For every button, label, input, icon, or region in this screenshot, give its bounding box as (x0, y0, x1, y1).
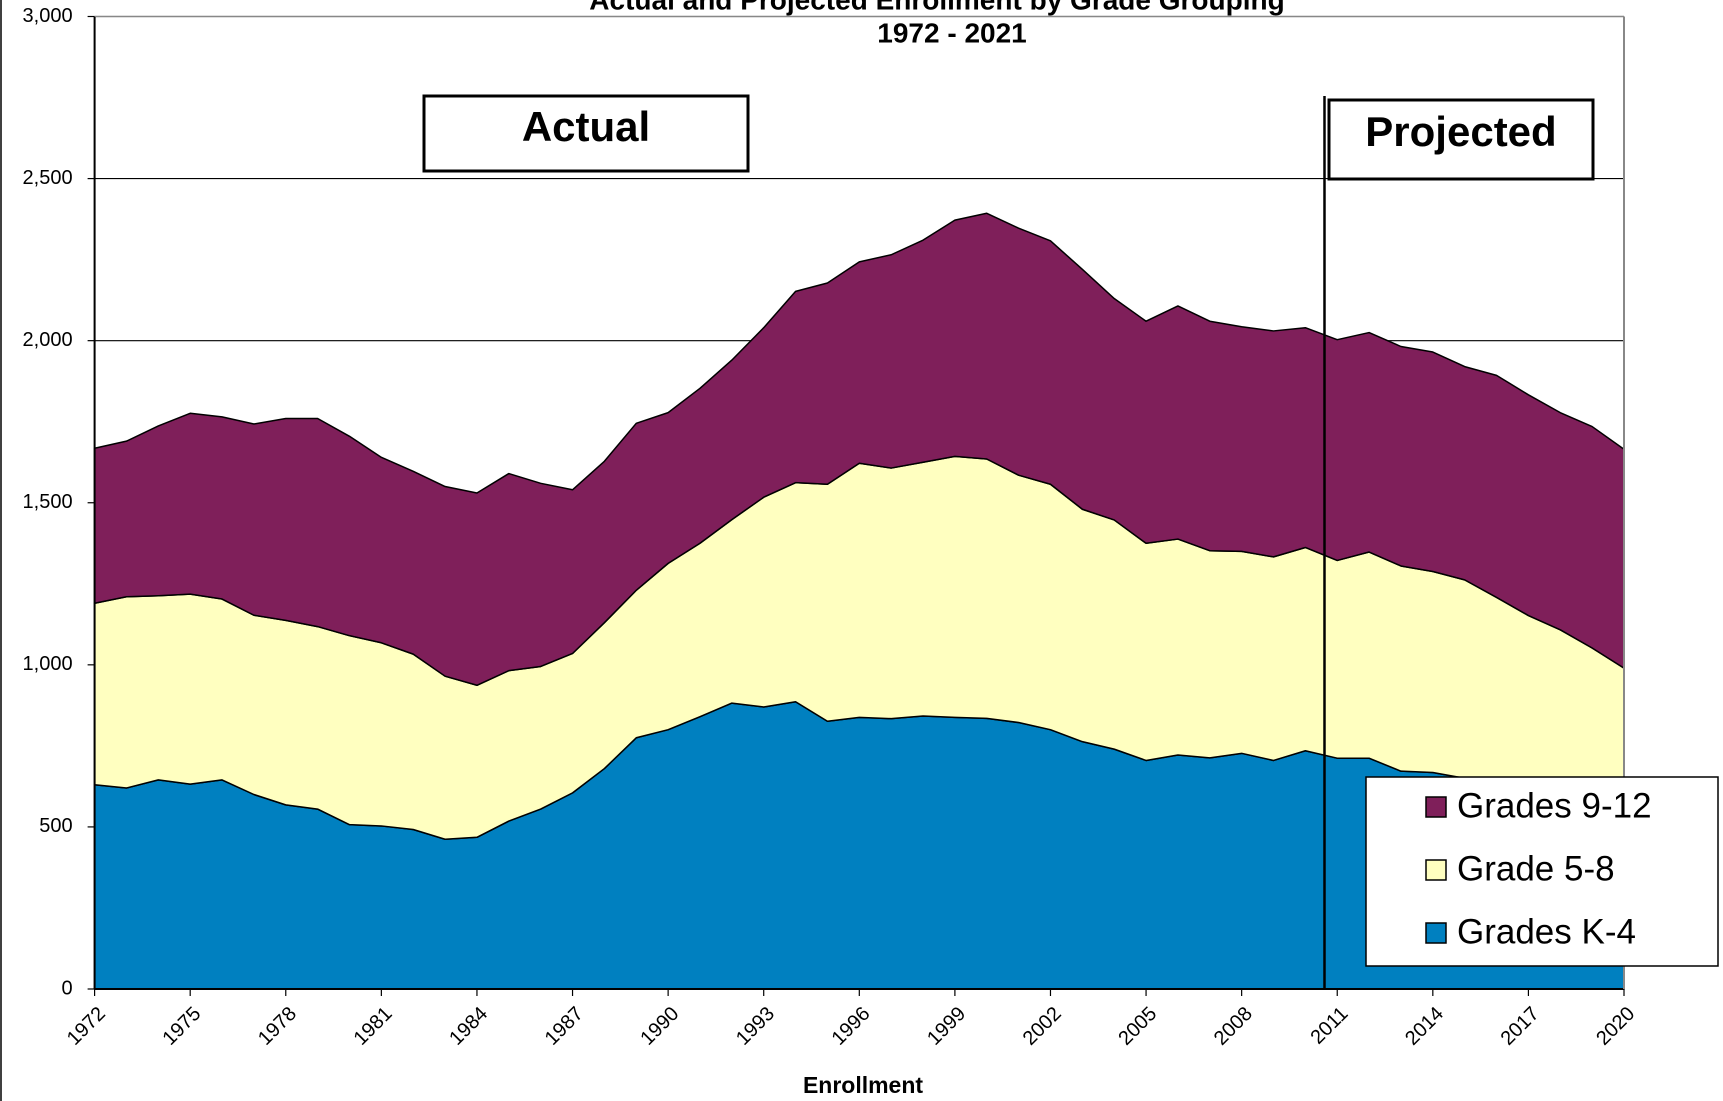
chart-title: Actual and Projected Enrollment by Grade… (589, 0, 1284, 15)
legend-label: Grades K-4 (1457, 912, 1636, 951)
legend: Grades 9-12 Grade 5-8 Grades K-4 (1365, 776, 1719, 967)
legend-label: Grades 9-12 (1457, 786, 1652, 825)
annotation-box (1327, 98, 1595, 181)
legend-swatch (1425, 796, 1447, 818)
chart-subtitle: 1972 - 2021 (877, 17, 1026, 48)
y-tick-label: 1,500 (23, 491, 73, 513)
annotation-text: Actual (522, 103, 650, 150)
legend-swatch (1425, 922, 1447, 944)
y-tick-label: 500 (39, 815, 72, 837)
y-tick-label: 1,000 (23, 653, 73, 675)
annotation-text: Projected (1365, 108, 1556, 155)
annotation-box (422, 94, 750, 173)
y-tick-label: 3,000 (23, 5, 73, 27)
legend-label: Grade 5-8 (1457, 849, 1615, 888)
plot (87, 15, 1625, 996)
y-tick-label: 0 (61, 977, 72, 999)
legend-swatch (1425, 859, 1447, 881)
actual-annotation: Actual (422, 94, 750, 173)
y-tick-label: 2,000 (23, 329, 73, 351)
y-tick-label: 2,500 (23, 167, 73, 189)
projected-annotation: Projected (1327, 98, 1595, 181)
legend-box (1365, 776, 1719, 967)
x-axis-label: Enrollment (803, 1072, 923, 1098)
